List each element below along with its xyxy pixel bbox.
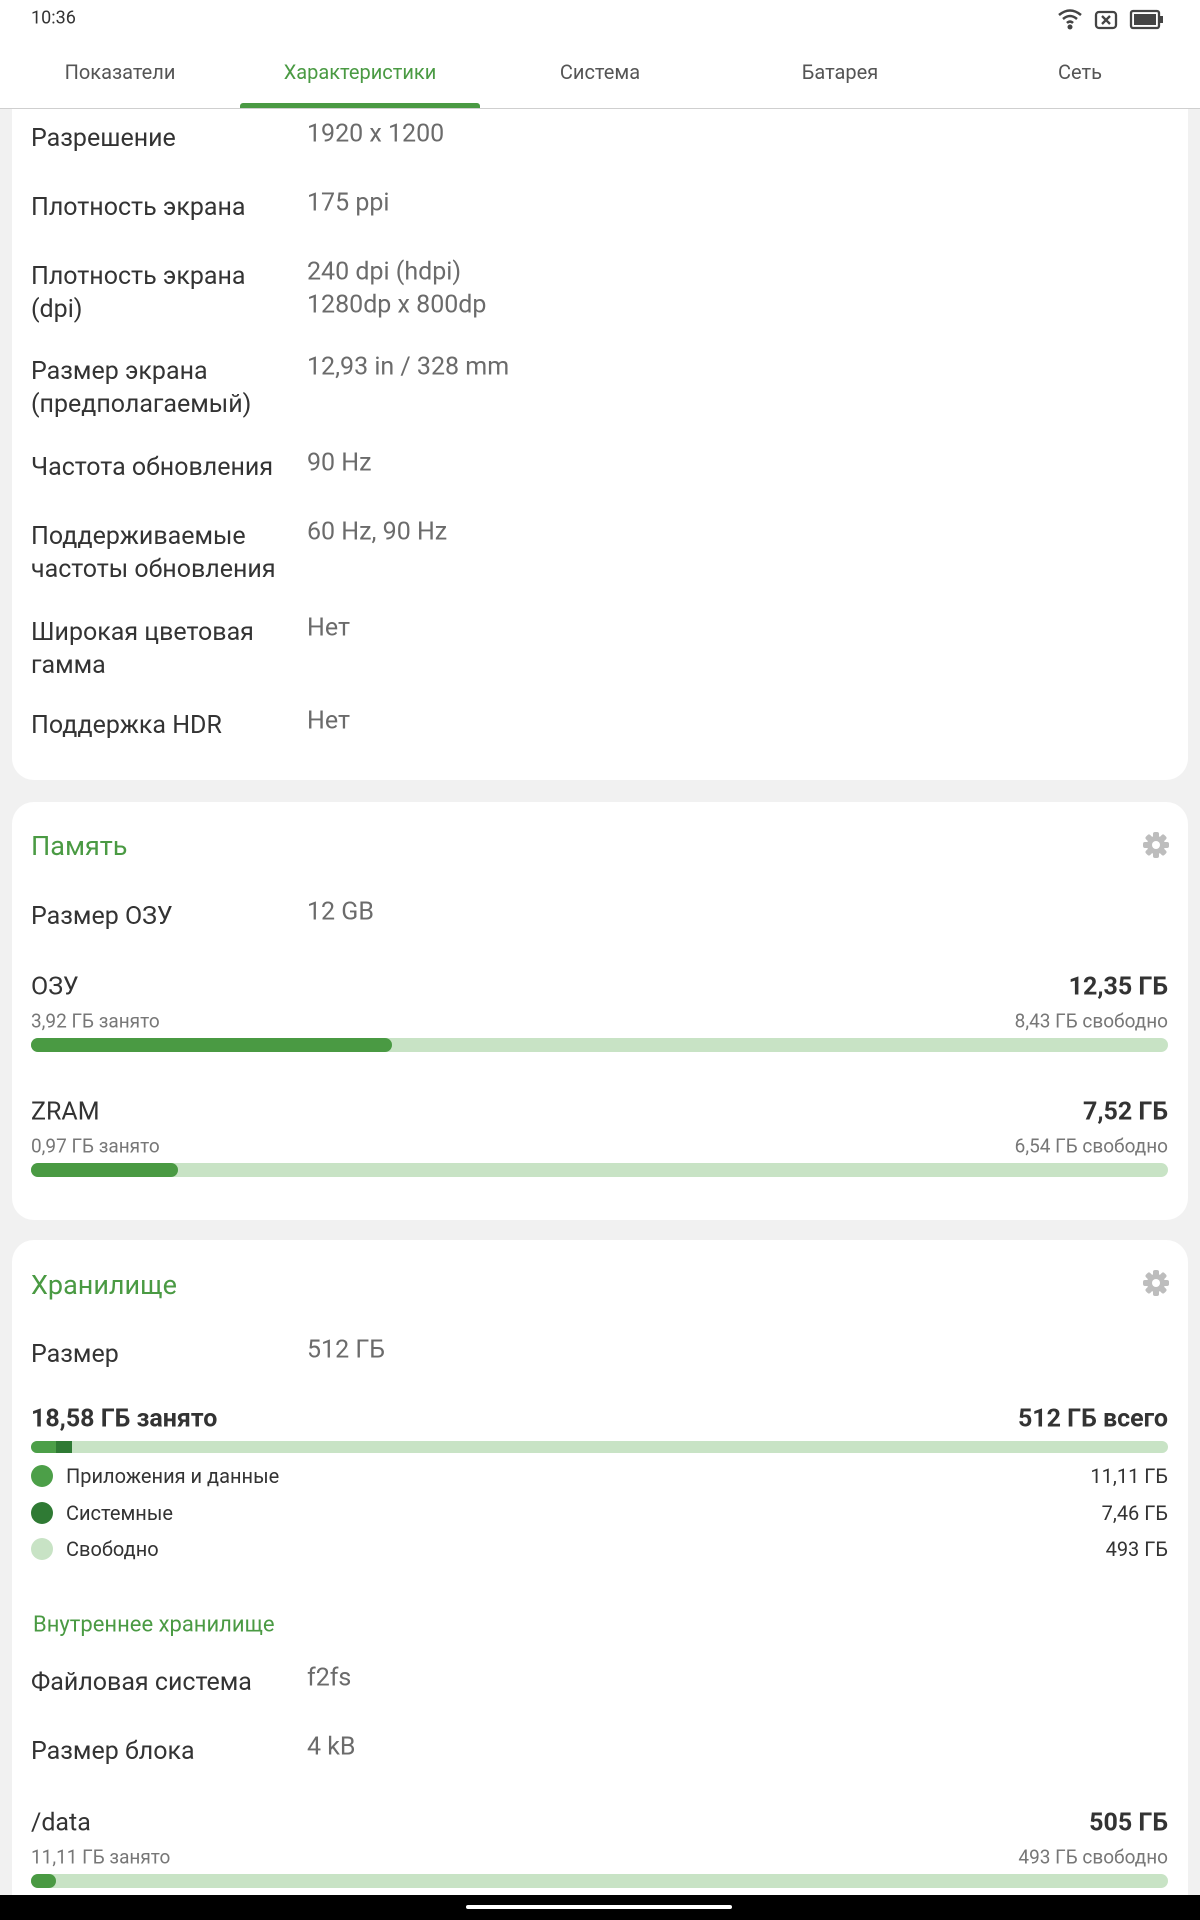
bar-name: ZRAM: [31, 1097, 100, 1127]
settings-icon[interactable]: [1142, 831, 1170, 859]
tab[interactable]: Показатели: [64, 60, 176, 84]
legend-name: Приложения и данные: [66, 1464, 280, 1488]
status-icons: [1058, 9, 1163, 30]
progress-track: [31, 1874, 1168, 1888]
bar-used: 11,11 ГБ занято: [31, 1845, 171, 1869]
bar-name: /data: [31, 1808, 91, 1838]
legend-dot: [31, 1465, 53, 1487]
row-value: Нет: [307, 706, 350, 736]
nav-bar: [0, 1895, 1200, 1920]
row-value: 240 dpi (hdpi): [307, 257, 462, 287]
section-title: Память: [31, 830, 128, 862]
row-value: 90 Hz: [307, 448, 372, 478]
bar-total: 7,52 ГБ: [1083, 1097, 1168, 1127]
progress-fill: [31, 1038, 392, 1052]
row-value: 12 GB: [307, 897, 374, 927]
legend-value: 493 ГБ: [1105, 1537, 1168, 1561]
tab-bar: [0, 60, 1200, 109]
bar-free: 493 ГБ свободно: [1018, 1845, 1168, 1869]
tab[interactable]: Система: [559, 60, 641, 84]
progress-fill: [31, 1163, 178, 1177]
row-label: Плотность экрана: [31, 192, 246, 222]
row-label: Размер ОЗУ: [31, 901, 173, 931]
row-label: Поддерживаемые частоты обновления: [31, 521, 276, 584]
row-label: Частота обновления: [31, 452, 274, 482]
tab[interactable]: Батарея: [801, 60, 879, 84]
legend-dot: [31, 1538, 53, 1560]
bar-free: 6,54 ГБ свободно: [1014, 1134, 1168, 1158]
row-label: Разрешение: [31, 123, 176, 153]
subsection-title: Внутреннее хранилище: [33, 1612, 275, 1638]
storage-total: 512 ГБ всего: [1017, 1404, 1168, 1434]
legend-name: Системные: [66, 1501, 173, 1525]
legend-value: 11,11 ГБ: [1090, 1464, 1168, 1488]
bar-used: 3,92 ГБ занято: [31, 1009, 160, 1033]
legend-name: Свободно: [66, 1537, 159, 1561]
row-value: 60 Hz, 90 Hz: [307, 517, 448, 547]
row-value: 4 kB: [307, 1732, 356, 1762]
storage-used: 18,58 ГБ занято: [31, 1404, 218, 1434]
row-label: Размер экрана (предполагаемый): [31, 356, 252, 419]
bar-used: 0,97 ГБ занято: [31, 1134, 160, 1158]
section-title: Хранилище: [31, 1269, 177, 1301]
row-label: Плотность экрана (dpi): [31, 261, 246, 324]
home-handle[interactable]: [466, 1905, 732, 1909]
bar-total: 12,35 ГБ: [1068, 972, 1168, 1002]
row-label: Размер: [31, 1339, 119, 1369]
bar-name: ОЗУ: [31, 972, 79, 1002]
row-label: Размер блока: [31, 1736, 195, 1766]
legend-value: 7,46 ГБ: [1101, 1501, 1168, 1525]
row-value: 175 ppi: [307, 188, 390, 218]
bar-free: 8,43 ГБ свободно: [1014, 1009, 1168, 1033]
bar-total: 505 ГБ: [1089, 1808, 1168, 1838]
progress-track: [31, 1441, 1168, 1453]
tab[interactable]: Сеть: [1058, 60, 1102, 84]
progress-track: [31, 1163, 1168, 1177]
memory-card: [12, 802, 1188, 1220]
row-value: 1920 x 1200: [307, 119, 445, 149]
progress-segment: [31, 1441, 56, 1453]
row-value: Нет: [307, 613, 350, 643]
row-value: f2fs: [307, 1663, 352, 1693]
storage-card: [12, 1240, 1188, 1920]
settings-icon[interactable]: [1142, 1269, 1170, 1297]
tab-indicator: [240, 103, 480, 108]
row-value: 512 ГБ: [307, 1335, 386, 1365]
row-value: 12,93 in / 328 mm: [307, 352, 510, 382]
legend-dot: [31, 1502, 53, 1524]
tab[interactable]: Характеристики: [283, 60, 437, 84]
progress-segment: [55, 1441, 73, 1453]
row-value: 1280dp x 800dp: [307, 290, 487, 320]
row-label: Поддержка HDR: [31, 710, 222, 740]
progress-fill: [31, 1874, 56, 1888]
row-label: Файловая система: [31, 1667, 252, 1697]
clock: 10:36: [31, 7, 76, 29]
row-label: Широкая цветовая гамма: [31, 617, 254, 680]
display-card: [12, 60, 1188, 780]
